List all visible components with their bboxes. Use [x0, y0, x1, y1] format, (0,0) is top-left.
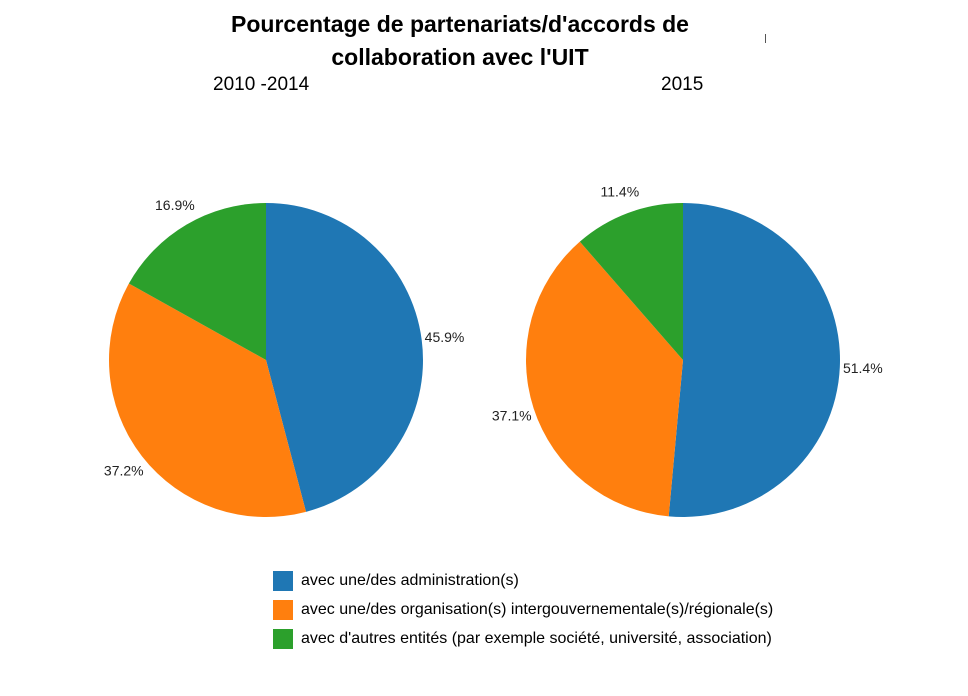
- pie-title-2010-2014: 2010 -2014: [213, 74, 310, 95]
- pie-label-administration-2010-2014: 45.9%: [425, 329, 465, 345]
- legend-swatch-administration: [273, 570, 293, 591]
- pie-slice-autres-2015: [579, 203, 683, 360]
- pie-slice-administration-2010-2014: [266, 203, 424, 512]
- legend-swatch-intergouvernementale: [273, 599, 293, 620]
- pie-chart-2010-2014: 45.9% 37.2% 16.9%: [104, 197, 464, 517]
- legend-item-autres: avec d'autres entités (par exemple socié…: [273, 624, 773, 653]
- pie-chart-2015: 51.4% 37.1% 11.4%: [492, 183, 883, 518]
- legend-label-administration: avec une/des administration(s): [301, 571, 519, 589]
- legend-swatch-autres: [273, 628, 293, 649]
- legend-label-autres: avec d'autres entités (par exemple socié…: [301, 629, 772, 647]
- legend: avec une/des administration(s) avec une/…: [273, 566, 773, 653]
- pie-slice-autres-2010-2014: [128, 203, 266, 360]
- legend-item-administration: avec une/des administration(s): [273, 566, 773, 595]
- stray-mark: [765, 34, 766, 43]
- pie-label-autres-2015: 11.4%: [601, 183, 640, 199]
- chart-title: Pourcentage de partenariats/d'accords de…: [0, 8, 920, 74]
- pie-slice-intergouvernementale-2010-2014: [108, 283, 306, 517]
- chart-title-line-2: collaboration avec l'UIT: [331, 44, 589, 70]
- pie-slice-administration-2015: [668, 203, 840, 518]
- chart-title-line-1: Pourcentage de partenariats/d'accords de: [231, 11, 689, 37]
- pie-slice-intergouvernementale-2015: [525, 241, 683, 517]
- pie-label-intergouvernementale-2010-2014: 37.2%: [104, 462, 144, 478]
- pie-label-autres-2010-2014: 16.9%: [155, 197, 195, 213]
- legend-item-intergouvernementale: avec une/des organisation(s) intergouver…: [273, 595, 773, 624]
- pie-label-administration-2015: 51.4%: [843, 360, 883, 376]
- pie-label-intergouvernementale-2015: 37.1%: [492, 407, 532, 423]
- pie-title-2015: 2015: [661, 74, 704, 95]
- legend-label-intergouvernementale: avec une/des organisation(s) intergouver…: [301, 600, 774, 618]
